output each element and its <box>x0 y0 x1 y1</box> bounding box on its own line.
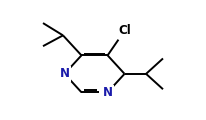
Text: Cl: Cl <box>118 24 131 37</box>
Text: N: N <box>60 67 70 80</box>
Text: N: N <box>103 86 113 99</box>
